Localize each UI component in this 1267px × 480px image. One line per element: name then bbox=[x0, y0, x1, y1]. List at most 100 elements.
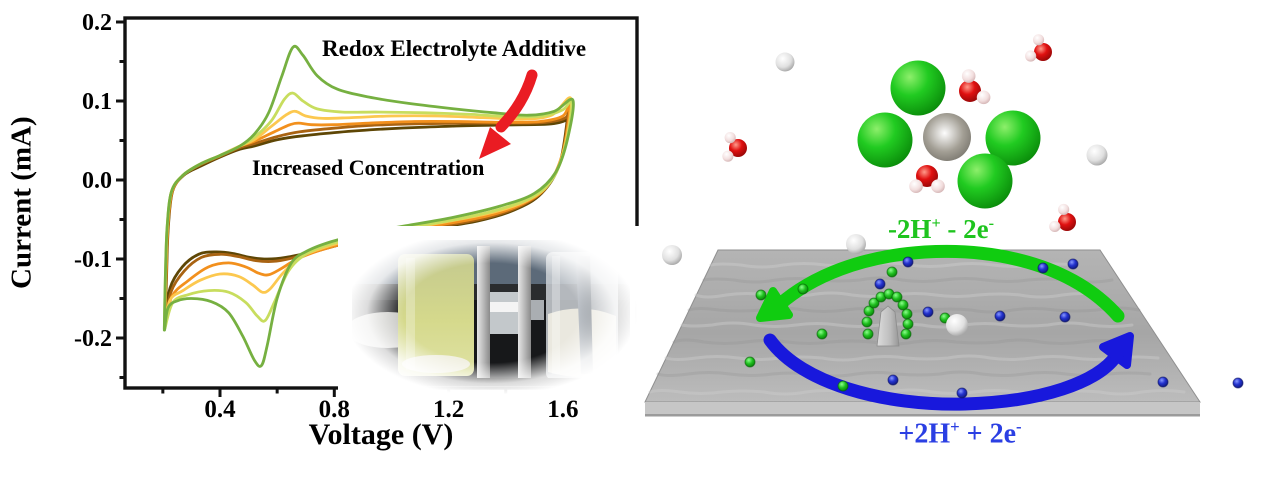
x-tick-label: 0.4 bbox=[204, 396, 236, 423]
electrode-surface bbox=[644, 249, 1201, 417]
oxygen-atom bbox=[729, 139, 747, 157]
surface-cone-feature bbox=[876, 305, 900, 347]
left-vial-yellow-electrolyte bbox=[398, 254, 474, 376]
glass-highlight-2 bbox=[552, 256, 560, 374]
oxygen-atom bbox=[959, 80, 981, 102]
cv-chart: 0.4 0.8 1.2 1.6 0.2 0.1 0.0 -0.1 -0.2 bbox=[74, 10, 639, 423]
right-vial-white-powder bbox=[546, 252, 618, 380]
proton-dot-green bbox=[862, 328, 874, 340]
electron-dot-blue bbox=[902, 256, 914, 268]
proton-dot-green bbox=[868, 297, 880, 309]
oxygen-atom bbox=[916, 165, 938, 187]
hydrogen-atom bbox=[1025, 50, 1037, 62]
cell-photo-inset bbox=[338, 226, 644, 400]
hydrogen-atom bbox=[722, 150, 734, 162]
ligand-sphere-green bbox=[957, 153, 1013, 209]
hydrogen-atom bbox=[909, 179, 923, 194]
cell-photo-graphic bbox=[352, 240, 630, 386]
surface-texture-wave bbox=[709, 261, 1079, 269]
proton-dot-green bbox=[897, 299, 909, 311]
ligand-sphere-green bbox=[985, 110, 1041, 166]
redox-cycle-arrows bbox=[756, 244, 1134, 411]
hydrogen-sphere-white bbox=[775, 52, 795, 72]
proton-dot-green bbox=[901, 308, 913, 320]
y-tick-label: -0.2 bbox=[74, 326, 112, 352]
y-tick-label: -0.1 bbox=[74, 247, 112, 273]
ligand-sphere-green bbox=[890, 60, 946, 116]
reduction-label-part: + 2e bbox=[959, 418, 1017, 450]
proton-dot-green bbox=[816, 328, 828, 340]
electron-dot-blue bbox=[1157, 376, 1169, 388]
red-arrow-head bbox=[479, 127, 511, 159]
electron-dot-blue bbox=[922, 306, 934, 318]
proton-dot-green bbox=[755, 289, 767, 301]
hydrogen-atom bbox=[1032, 34, 1045, 46]
proton-dot-green bbox=[886, 266, 898, 278]
electron-dot-blue bbox=[887, 374, 899, 386]
y-tick-label: 0.0 bbox=[82, 168, 112, 194]
water-molecule bbox=[1049, 203, 1076, 233]
molecules-layer bbox=[662, 34, 1244, 399]
annotation-redox-additive: Redox Electrolyte Additive bbox=[322, 36, 587, 61]
clamp-plate-right bbox=[518, 246, 531, 382]
reduction-label-sup: + bbox=[950, 417, 960, 436]
glass-cell-band bbox=[490, 302, 520, 312]
electron-dot-blue bbox=[1232, 377, 1244, 389]
electron-dot-blue bbox=[1067, 258, 1079, 270]
y-tick-label: 0.1 bbox=[82, 89, 112, 115]
reduction-reaction-label: +2H+ + 2e- bbox=[858, 417, 1062, 450]
reduction-label-sup: - bbox=[1016, 417, 1022, 436]
y-tick-label: 0.2 bbox=[82, 10, 112, 36]
hydrogen-sphere-white bbox=[1086, 144, 1108, 166]
reduction-arrow-shaft bbox=[763, 333, 1123, 411]
oxidation-label-part: - 2e bbox=[940, 214, 989, 244]
oxygen-atom bbox=[1058, 213, 1076, 231]
water-molecule bbox=[909, 165, 945, 194]
glass-highlight bbox=[406, 258, 415, 370]
electron-dot-blue bbox=[1059, 311, 1071, 323]
hydrogen-atom bbox=[961, 69, 976, 83]
red-annotation-arrow bbox=[479, 69, 538, 159]
oxidation-arrow-shaft bbox=[772, 244, 1125, 323]
oxygen-atom bbox=[1034, 43, 1052, 61]
ligand-sphere-green bbox=[857, 112, 913, 168]
hydrogen-atom bbox=[1049, 220, 1061, 233]
reduction-arrow-head bbox=[1099, 332, 1134, 369]
hydrogen-atom bbox=[1058, 203, 1070, 216]
surface-texture-wave bbox=[664, 354, 1160, 362]
electron-dot-blue bbox=[874, 278, 886, 290]
oxidation-reaction-label: -2H+ - 2e- bbox=[848, 214, 1034, 245]
oxidation-label-sup: + bbox=[931, 214, 941, 232]
y-axis-title: Current (mA) bbox=[5, 116, 38, 290]
hydrogen-sphere-white bbox=[662, 245, 682, 265]
x-tick-label: 1.6 bbox=[547, 396, 578, 423]
surface-texture-wave bbox=[680, 321, 1134, 329]
oxidation-arrow-head bbox=[756, 287, 793, 322]
hydrogen-sphere-white bbox=[846, 234, 866, 254]
surface-texture-wave bbox=[702, 276, 1114, 284]
hydrogen-atom bbox=[931, 179, 945, 194]
x-tick-label: 0.8 bbox=[319, 396, 350, 423]
reduction-label-part: +2H bbox=[898, 418, 951, 450]
surface-texture-wave bbox=[656, 370, 1152, 378]
proton-dot-green bbox=[837, 380, 849, 392]
proton-dot-green bbox=[900, 328, 912, 340]
photo-floor bbox=[352, 378, 630, 386]
hydrogen-atom bbox=[976, 90, 991, 105]
proton-dot-green bbox=[744, 356, 756, 368]
electron-dot-blue bbox=[956, 387, 968, 399]
proton-dot-green bbox=[861, 316, 873, 328]
hydrogen-atom bbox=[724, 132, 736, 144]
clamp-plate-left bbox=[477, 246, 490, 382]
proton-dot-green bbox=[902, 318, 914, 330]
hydrogen-sphere-white bbox=[946, 314, 968, 336]
electron-dot-blue bbox=[1037, 262, 1049, 274]
x-tick-label: 1.2 bbox=[433, 396, 464, 423]
red-arrow-shaft bbox=[495, 69, 538, 133]
annotation-increased-concentration: Increased Concentration bbox=[252, 155, 485, 180]
oxidation-label-sup: - bbox=[988, 214, 995, 232]
proton-dot-green bbox=[797, 283, 809, 295]
water-molecule bbox=[722, 132, 747, 162]
